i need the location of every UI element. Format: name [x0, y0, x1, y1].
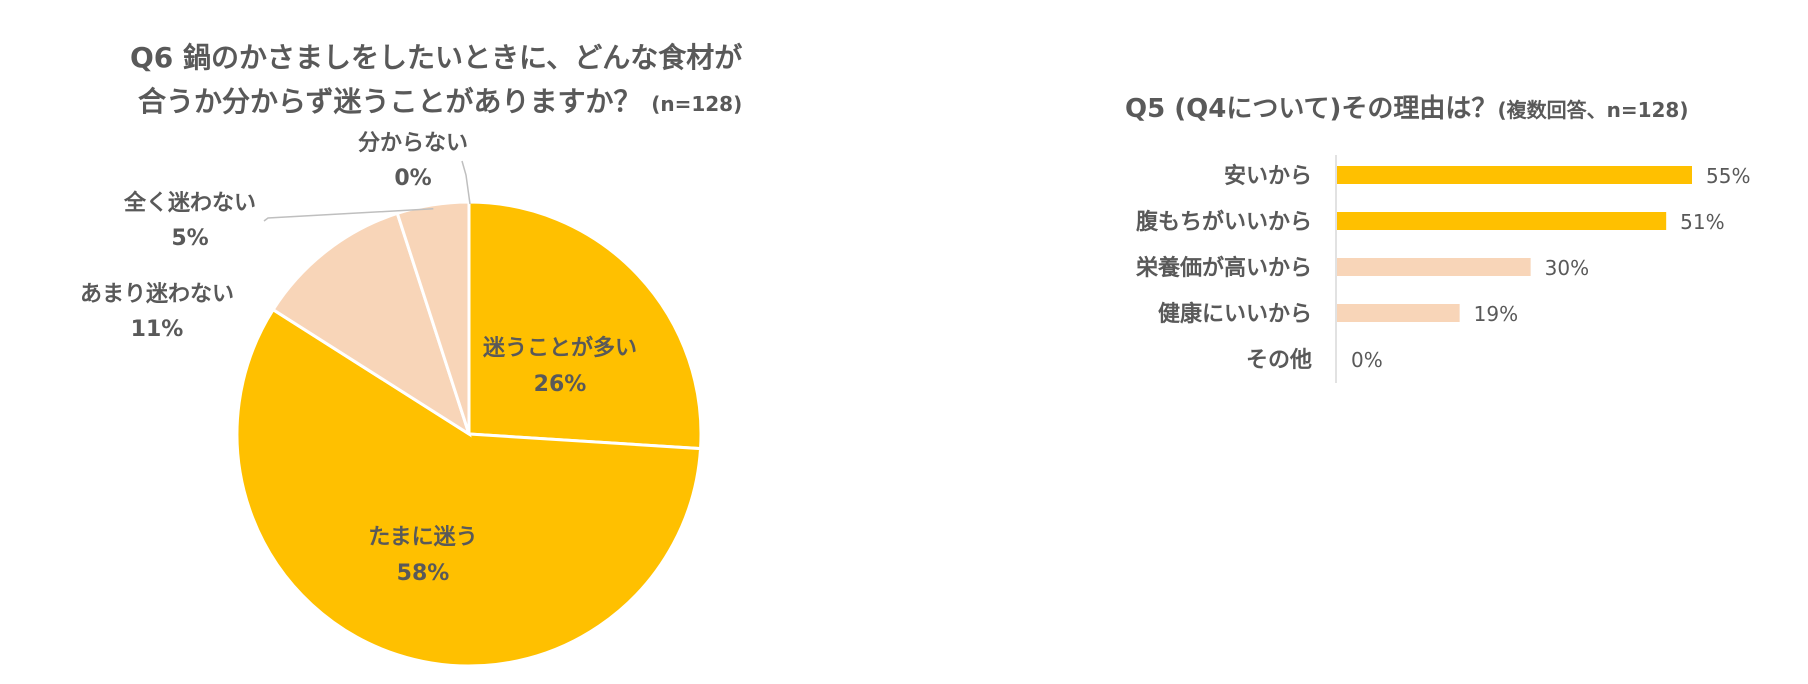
bar-value-label: 51% — [1680, 210, 1724, 234]
bar-value-label: 19% — [1474, 302, 1518, 326]
pie-slice-value-label: 0% — [394, 166, 431, 191]
pie-slice-category-label: 分からない — [358, 131, 468, 156]
bar-category-label: 健康にいいから — [1158, 301, 1312, 327]
pie-slice-category-label: 迷うことが多い — [482, 335, 637, 361]
pie-slice-label: たまに迷う 58% — [368, 525, 477, 586]
pie-slice-category-label: あまり迷わない — [80, 282, 234, 307]
bar-category-label: 栄養価が高いから — [1135, 255, 1312, 281]
pie-slice-label: 迷うことが多い 26% — [482, 335, 637, 397]
pie-slice-category-label: たまに迷う — [368, 525, 477, 550]
bar-value-label: 55% — [1706, 164, 1750, 188]
pie-slice-value-label: 5% — [171, 226, 208, 251]
bar-category-label: その他 — [1246, 348, 1312, 373]
pie-slice-value-label: 26% — [534, 372, 587, 397]
pie-slice — [271, 211, 472, 438]
pie-slice — [235, 307, 703, 668]
pie-slice-label: 全く迷わない 5% — [123, 190, 256, 251]
pie-slice-value-label: 58% — [397, 561, 450, 586]
bar-value-label: 30% — [1545, 256, 1589, 280]
bar-category-label: 安いから — [1224, 163, 1312, 189]
bar — [1337, 258, 1531, 276]
pie-chart-title-line2: 合うか分からず迷うことがありますか？ (n=128) — [138, 85, 743, 118]
pie-chart-sample-size: (n=128) — [651, 92, 743, 116]
pie-slice-value-label: 11% — [131, 317, 184, 342]
pie-leader-line — [263, 208, 434, 222]
pie-slice-label: 分からない 0% — [358, 131, 468, 191]
pie-slice-category-label: 全く迷わない — [123, 190, 256, 216]
pie-leader-line — [461, 160, 471, 205]
pie-chart-title-line1: Q6 鍋のかさましをしたいときに、どんな食材が — [130, 41, 743, 74]
pie-slice-label: あまり迷わない 11% — [80, 282, 234, 342]
bar — [1337, 304, 1460, 322]
bar-chart-title: Q5 (Q4について)その理由は？(複数回答、n=128) — [1125, 94, 1689, 124]
bar — [1337, 166, 1692, 184]
bar-chart-note: (複数回答、n=128) — [1497, 98, 1689, 122]
pie-slice — [395, 200, 471, 435]
pie-slice — [467, 200, 703, 451]
bar-value-label: 0% — [1351, 348, 1383, 372]
pie-chart: 迷うことが多い 26% たまに迷う 58% あまり迷わない 11% 全く迷わない 5% 分からな… — [80, 131, 703, 668]
bar — [1337, 212, 1667, 230]
bar-category-label: 腹もちがいいから — [1136, 209, 1312, 235]
